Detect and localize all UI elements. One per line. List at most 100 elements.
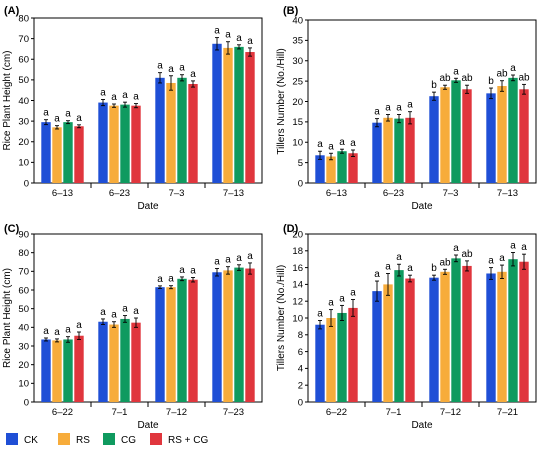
bar <box>337 312 347 402</box>
y-tick-label: 20 <box>18 137 29 148</box>
bar <box>486 93 496 183</box>
x-tick-label: 7–13 <box>223 188 244 199</box>
bar <box>63 339 73 402</box>
bar <box>41 122 51 183</box>
bar <box>74 335 84 402</box>
bar <box>212 43 222 183</box>
significance-label: b <box>431 80 437 91</box>
significance-label: b <box>431 263 437 274</box>
bar <box>372 122 382 183</box>
y-tick-label: 0 <box>298 397 303 408</box>
bar <box>394 270 404 402</box>
bar <box>245 268 255 402</box>
significance-label: ab <box>461 249 473 260</box>
legend-swatch <box>150 433 162 445</box>
bar <box>177 77 187 183</box>
legend-label: RS <box>76 435 90 446</box>
y-tick-label: 6 <box>298 347 303 358</box>
y-axis-label: Rice Plant Height (cm) <box>2 268 13 368</box>
significance-label: a <box>385 103 391 114</box>
significance-label: a <box>214 26 220 37</box>
significance-label: a <box>236 253 242 264</box>
bar <box>52 340 62 402</box>
significance-label: a <box>111 310 117 321</box>
x-tick-label: 7–12 <box>440 407 461 418</box>
significance-label: a <box>350 138 356 149</box>
significance-label: a <box>122 90 128 101</box>
legend-item: RS <box>58 433 90 446</box>
bar <box>315 155 325 183</box>
x-tick-label: 7–23 <box>223 407 244 418</box>
legend-label: CG <box>121 435 136 446</box>
significance-label: a <box>339 293 345 304</box>
significance-label: a <box>168 64 174 75</box>
bar <box>497 271 507 402</box>
significance-label: a <box>407 100 413 111</box>
y-tick-label: 10 <box>292 313 303 324</box>
significance-label: a <box>247 251 253 262</box>
significance-label: a <box>65 109 71 120</box>
bar <box>74 126 84 183</box>
y-tick-label: 80 <box>18 13 29 24</box>
significance-label: a <box>43 108 49 119</box>
bar <box>98 321 108 402</box>
bar <box>166 82 176 183</box>
bar <box>131 322 141 402</box>
significance-label: a <box>179 63 185 74</box>
significance-label: a <box>54 114 60 125</box>
panel-label: (D) <box>283 223 299 235</box>
bar <box>440 271 450 402</box>
y-tick-label: 14 <box>292 280 303 291</box>
significance-label: a <box>236 33 242 44</box>
significance-label: a <box>157 274 163 285</box>
bar <box>188 84 198 183</box>
significance-label: a <box>328 141 334 152</box>
x-tick-label: 6–22 <box>326 407 347 418</box>
significance-label: a <box>453 66 459 77</box>
significance-label: a <box>510 240 516 251</box>
bar <box>429 96 439 183</box>
bar <box>394 118 404 183</box>
bar <box>326 318 336 402</box>
significance-label: a <box>190 265 196 276</box>
bar <box>155 77 165 183</box>
significance-label: a <box>385 261 391 272</box>
bar <box>245 52 255 183</box>
x-tick-label: 7–12 <box>166 407 187 418</box>
bar <box>348 153 358 183</box>
bar <box>52 127 62 183</box>
y-tick-label: 70 <box>18 267 29 278</box>
significance-label: ab <box>439 257 451 268</box>
significance-label: a <box>499 253 505 264</box>
significance-label: a <box>374 107 380 118</box>
bar <box>223 270 233 402</box>
y-tick-label: 2 <box>298 381 303 392</box>
significance-label: a <box>122 304 128 315</box>
significance-label: a <box>54 327 60 338</box>
bar <box>462 89 472 183</box>
significance-label: a <box>168 274 174 285</box>
chart-panel-4: (D) 0 2 4 6 8 10 12 14 16 18 20 Tillers Number (No./… <box>276 223 537 431</box>
bar <box>120 318 130 402</box>
y-tick-label: 35 <box>292 36 303 47</box>
bar <box>120 104 130 183</box>
significance-label: ab <box>518 72 530 83</box>
y-tick-label: 50 <box>18 304 29 315</box>
bar <box>98 102 108 183</box>
bar <box>326 156 336 183</box>
significance-label: ab <box>496 69 508 80</box>
bar <box>462 265 472 402</box>
y-tick-label: 30 <box>18 341 29 352</box>
significance-label: a <box>247 36 253 47</box>
y-tick-label: 20 <box>292 229 303 240</box>
plot-frame <box>307 233 537 403</box>
significance-label: a <box>214 257 220 268</box>
x-tick-label: 6–13 <box>52 188 73 199</box>
chart-panel-1: (A) 0 10 20 30 40 50 60 70 80 Rice Plant Height (c… <box>2 5 263 212</box>
significance-label: a <box>190 69 196 80</box>
legend-label: RS + CG <box>168 435 209 446</box>
legend-label: CK <box>24 435 38 446</box>
bar <box>177 278 187 402</box>
panel-label: (A) <box>4 5 20 17</box>
